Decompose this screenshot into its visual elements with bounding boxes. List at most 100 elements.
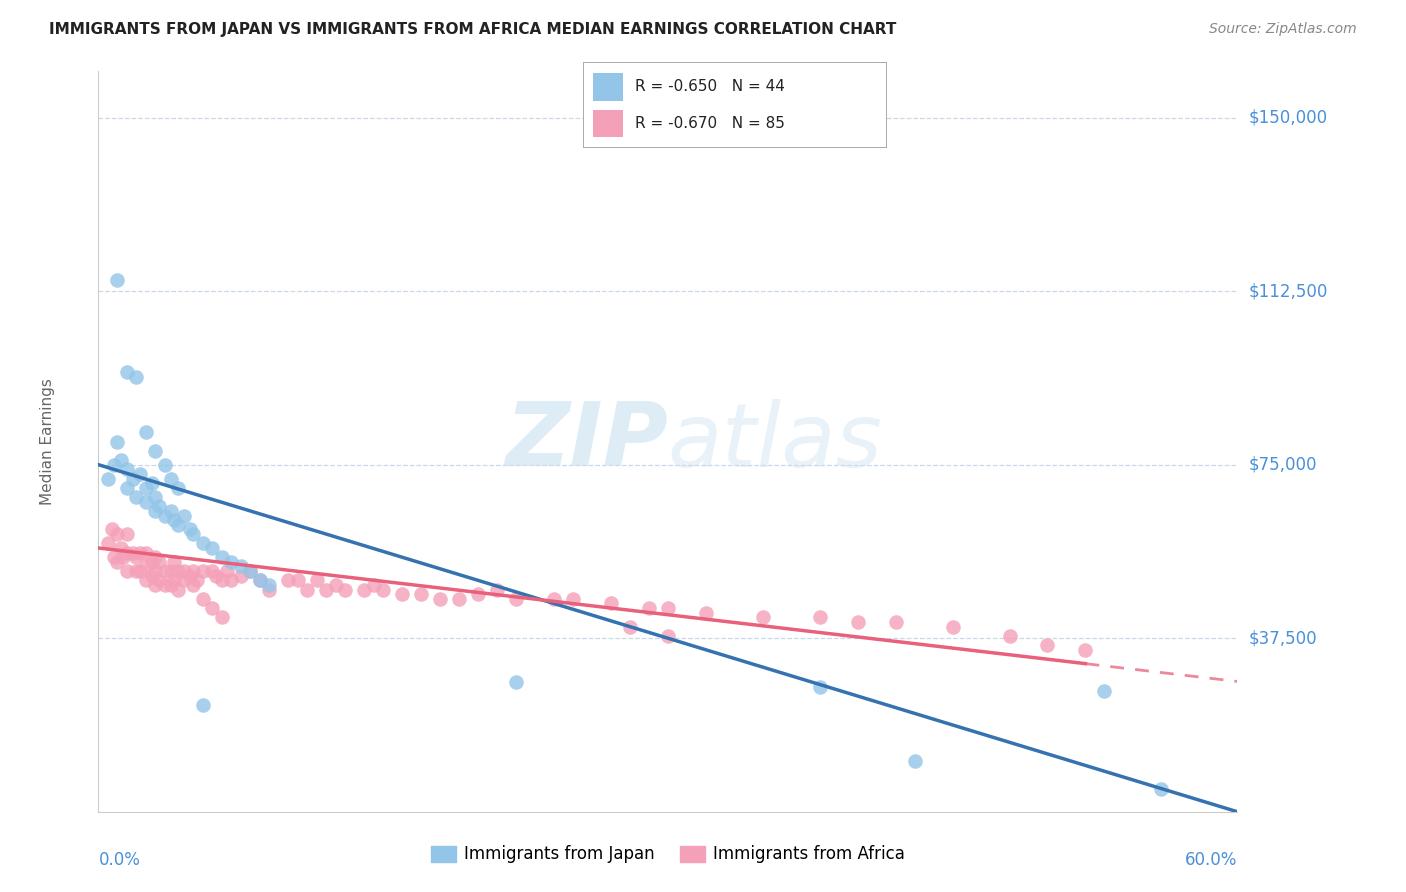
Text: Median Earnings: Median Earnings — [39, 378, 55, 505]
Point — [148, 574, 170, 588]
Point — [153, 578, 176, 592]
Point — [211, 550, 233, 565]
Text: ZIP: ZIP — [505, 398, 668, 485]
Point — [141, 555, 163, 569]
Point — [163, 574, 186, 588]
Point — [191, 591, 214, 606]
Point — [371, 582, 394, 597]
Point — [229, 559, 252, 574]
Point — [183, 578, 205, 592]
Point — [752, 610, 775, 624]
Text: $75,000: $75,000 — [1249, 456, 1317, 474]
Point — [183, 564, 205, 578]
Point — [112, 550, 135, 565]
Point — [186, 574, 208, 588]
Point — [619, 619, 641, 633]
Point — [148, 500, 170, 514]
Point — [110, 453, 132, 467]
Point — [107, 272, 129, 286]
Text: atlas: atlas — [668, 399, 883, 484]
Point — [657, 629, 679, 643]
Point — [695, 606, 717, 620]
Point — [363, 578, 385, 592]
Point — [135, 545, 157, 560]
Point — [191, 536, 214, 550]
Point — [129, 564, 152, 578]
Text: 60.0%: 60.0% — [1185, 851, 1237, 869]
Point — [115, 365, 138, 379]
Point — [135, 559, 157, 574]
Point — [201, 564, 224, 578]
Point — [486, 582, 509, 597]
Point — [121, 545, 143, 560]
Point — [129, 545, 152, 560]
Point — [167, 517, 190, 532]
Point — [259, 582, 281, 597]
Point — [145, 504, 167, 518]
Text: $150,000: $150,000 — [1249, 109, 1327, 127]
Point — [103, 550, 125, 565]
Point — [287, 574, 309, 588]
Point — [249, 574, 271, 588]
Point — [97, 536, 120, 550]
Point — [145, 564, 167, 578]
Point — [115, 462, 138, 476]
Point — [141, 476, 163, 491]
Point — [429, 591, 451, 606]
Point — [411, 587, 433, 601]
Point — [167, 481, 190, 495]
Point — [163, 555, 186, 569]
Point — [335, 582, 357, 597]
Point — [97, 471, 120, 485]
Bar — [592, 73, 623, 101]
Point — [449, 591, 471, 606]
Point — [1094, 684, 1116, 698]
Point — [846, 615, 869, 629]
Point — [201, 601, 224, 615]
Point — [173, 508, 195, 523]
Point — [191, 564, 214, 578]
Point — [325, 578, 347, 592]
Text: IMMIGRANTS FROM JAPAN VS IMMIGRANTS FROM AFRICA MEDIAN EARNINGS CORRELATION CHAR: IMMIGRANTS FROM JAPAN VS IMMIGRANTS FROM… — [49, 22, 897, 37]
Point — [115, 545, 138, 560]
Point — [808, 680, 831, 694]
Point — [229, 568, 252, 582]
Point — [115, 527, 138, 541]
Text: R = -0.670   N = 85: R = -0.670 N = 85 — [636, 116, 785, 131]
Point — [107, 434, 129, 449]
Point — [135, 425, 157, 440]
Point — [217, 564, 239, 578]
Point — [153, 458, 176, 472]
Point — [1036, 638, 1059, 652]
Point — [562, 591, 585, 606]
Point — [543, 591, 565, 606]
Point — [103, 458, 125, 472]
Point — [183, 527, 205, 541]
Text: $37,500: $37,500 — [1249, 629, 1317, 648]
Point — [135, 494, 157, 508]
Point — [173, 564, 195, 578]
Point — [657, 601, 679, 615]
Point — [125, 490, 148, 504]
Point — [315, 582, 337, 597]
Point — [148, 555, 170, 569]
Point — [1150, 781, 1173, 796]
Point — [904, 754, 927, 768]
Point — [153, 508, 176, 523]
Point — [205, 568, 228, 582]
Point — [638, 601, 661, 615]
Point — [239, 564, 262, 578]
Point — [808, 610, 831, 624]
Point — [884, 615, 907, 629]
Point — [159, 578, 181, 592]
Point — [942, 619, 965, 633]
Point — [125, 564, 148, 578]
Point — [259, 578, 281, 592]
Point — [191, 698, 214, 713]
Point — [110, 541, 132, 555]
Point — [145, 443, 167, 458]
Point — [600, 597, 623, 611]
Point — [173, 574, 195, 588]
Point — [145, 578, 167, 592]
Point — [115, 564, 138, 578]
